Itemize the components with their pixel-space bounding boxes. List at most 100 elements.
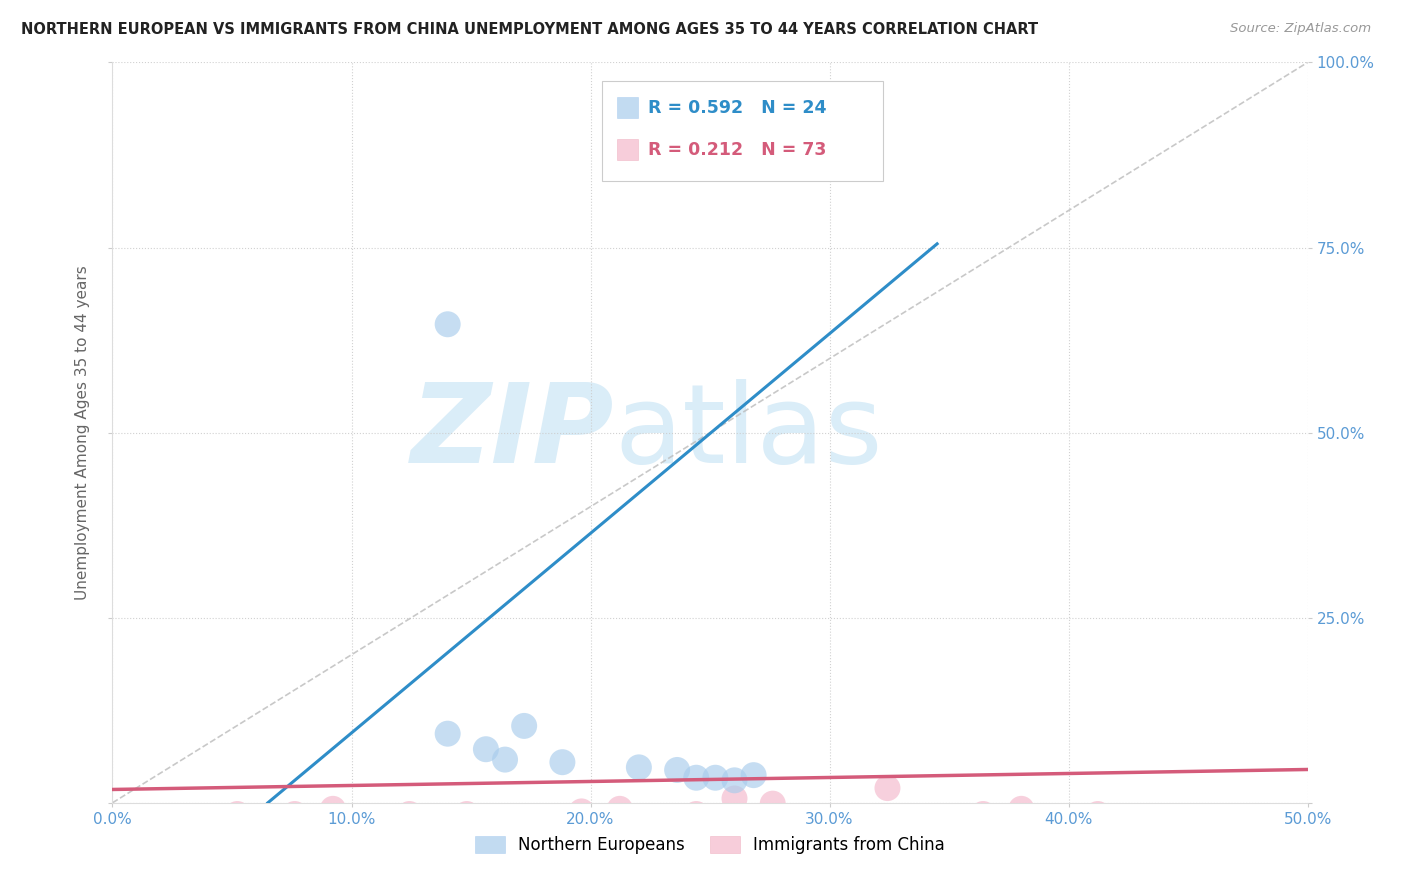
Point <box>233 785 256 799</box>
Point <box>269 658 291 673</box>
Point <box>340 699 363 714</box>
Point <box>292 681 315 695</box>
Point <box>316 648 339 662</box>
Point <box>412 789 434 803</box>
Point <box>627 766 650 780</box>
Point <box>675 773 697 788</box>
Point <box>257 780 280 795</box>
Point <box>197 766 219 780</box>
Point <box>114 789 135 803</box>
Point <box>616 777 638 791</box>
Point <box>520 785 543 799</box>
Point <box>162 789 183 803</box>
Point <box>316 777 339 791</box>
Point <box>1129 780 1152 795</box>
Point <box>281 773 304 788</box>
Point <box>340 780 363 795</box>
Text: ZIP: ZIP <box>411 379 614 486</box>
Text: Source: ZipAtlas.com: Source: ZipAtlas.com <box>1230 22 1371 36</box>
Point <box>138 773 160 788</box>
Point <box>425 722 447 736</box>
Point <box>173 792 195 806</box>
Point <box>484 780 506 795</box>
Point <box>1272 789 1295 803</box>
Point <box>292 785 315 799</box>
Point <box>436 722 458 736</box>
Point <box>412 711 434 725</box>
Point <box>1177 789 1199 803</box>
Point <box>1153 789 1175 803</box>
Point <box>245 773 267 788</box>
Point <box>245 789 267 803</box>
Text: R = 0.592   N = 24: R = 0.592 N = 24 <box>648 99 827 117</box>
Point <box>209 789 232 803</box>
Y-axis label: Unemployment Among Ages 35 to 44 years: Unemployment Among Ages 35 to 44 years <box>75 265 90 600</box>
Point <box>640 785 662 799</box>
Point <box>664 785 686 799</box>
Point <box>173 785 195 799</box>
Point <box>1249 780 1271 795</box>
Point <box>125 780 148 795</box>
Point <box>197 792 219 806</box>
Point <box>938 785 960 799</box>
Point <box>149 780 172 795</box>
Point <box>125 789 148 803</box>
Point <box>723 785 745 799</box>
Point <box>1296 785 1319 799</box>
Text: NORTHERN EUROPEAN VS IMMIGRANTS FROM CHINA UNEMPLOYMENT AMONG AGES 35 TO 44 YEAR: NORTHERN EUROPEAN VS IMMIGRANTS FROM CHI… <box>21 22 1038 37</box>
Point <box>447 751 470 765</box>
Point <box>221 792 243 806</box>
Point <box>472 758 495 772</box>
Point <box>699 780 721 795</box>
Point <box>747 777 769 791</box>
Point <box>866 780 889 795</box>
Point <box>186 785 208 799</box>
Point <box>986 789 1008 803</box>
Point <box>1105 789 1128 803</box>
Point <box>818 773 841 788</box>
Point <box>149 792 172 806</box>
Point <box>269 789 291 803</box>
Point <box>197 780 219 795</box>
Point <box>425 773 447 788</box>
Text: atlas: atlas <box>614 379 883 486</box>
Text: R = 0.212   N = 73: R = 0.212 N = 73 <box>648 141 827 159</box>
Point <box>688 785 710 799</box>
Point <box>531 777 554 791</box>
Point <box>209 785 232 799</box>
Point <box>364 785 387 799</box>
Point <box>329 785 352 799</box>
Point <box>1057 785 1080 799</box>
Point <box>1010 777 1032 791</box>
Point <box>914 780 936 795</box>
Point <box>221 785 243 799</box>
Point <box>352 770 374 784</box>
Point <box>447 725 470 739</box>
Point <box>388 780 411 795</box>
Point <box>388 706 411 721</box>
Point <box>377 766 399 780</box>
Point <box>173 773 195 788</box>
Point <box>138 789 160 803</box>
Point <box>962 780 984 795</box>
FancyBboxPatch shape <box>617 139 638 161</box>
Point <box>508 780 530 795</box>
Point <box>555 780 578 795</box>
Point <box>305 785 328 799</box>
Point <box>770 777 793 791</box>
Point <box>568 785 591 799</box>
Point <box>460 718 482 732</box>
Point <box>233 780 256 795</box>
Point <box>114 792 135 806</box>
Point <box>305 696 328 710</box>
Point <box>257 785 280 799</box>
Point <box>651 780 673 795</box>
Point <box>1201 789 1223 803</box>
Point <box>579 780 602 795</box>
Point <box>543 737 565 751</box>
Point <box>890 789 912 803</box>
Point <box>842 785 865 799</box>
FancyBboxPatch shape <box>617 97 638 118</box>
Point <box>173 780 195 795</box>
Point <box>1225 785 1247 799</box>
